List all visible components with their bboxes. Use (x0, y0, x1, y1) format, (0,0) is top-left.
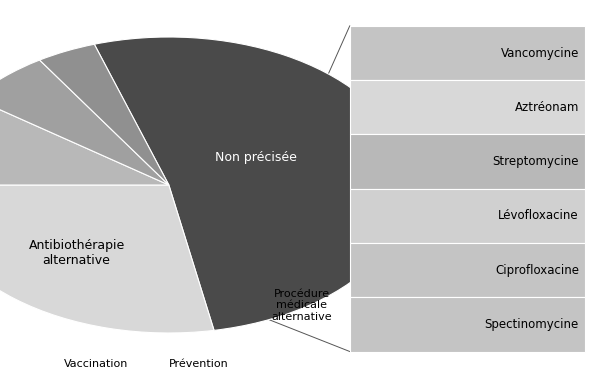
Text: Procédure
médicale
alternative: Procédure médicale alternative (271, 289, 332, 322)
Text: Vaccination: Vaccination (65, 359, 128, 369)
Bar (350, 134, 585, 189)
Bar (350, 243, 585, 297)
Text: Spectinomycine: Spectinomycine (485, 318, 579, 331)
Bar (350, 26, 585, 80)
Bar (350, 189, 585, 243)
Wedge shape (0, 185, 214, 333)
Wedge shape (40, 44, 169, 185)
Text: Antibiothérapie
alternative: Antibiothérapie alternative (28, 239, 125, 268)
Bar (350, 80, 585, 134)
Text: Non précisée: Non précisée (215, 151, 297, 164)
Bar (350, 297, 585, 352)
Wedge shape (0, 98, 169, 185)
Text: Aztréonam: Aztréonam (514, 101, 579, 114)
Text: Streptomycine: Streptomycine (493, 155, 579, 168)
Text: Vancomycine: Vancomycine (500, 47, 579, 60)
Text: Prévention: Prévention (169, 359, 229, 369)
Wedge shape (0, 60, 169, 185)
Wedge shape (94, 37, 410, 330)
Text: Lévofloxacine: Lévofloxacine (498, 209, 579, 222)
Text: Ciprofloxacine: Ciprofloxacine (495, 263, 579, 277)
